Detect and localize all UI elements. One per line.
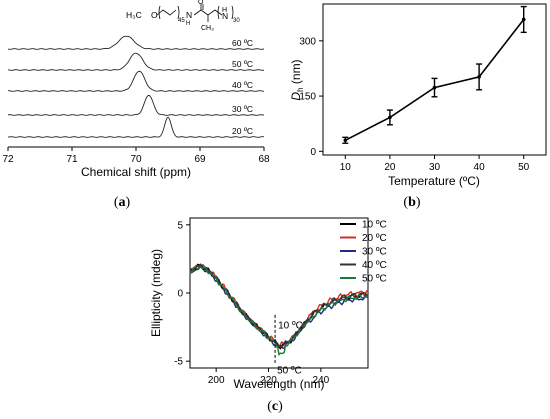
cd-legend-label-40-c: 40 ºC — [362, 260, 387, 271]
dh-x-tick-label-10: 10 — [340, 162, 352, 173]
nmr-trace-60-c — [7, 35, 265, 50]
structure-h3c: H₃C — [126, 10, 142, 20]
panel-a-label: (a) — [114, 195, 131, 210]
cd-y-label: Ellipticity (mdeg) — [149, 249, 163, 337]
dh-ticks: 10 20 30 40 50 0 150 300 — [299, 36, 529, 173]
cd-legend-label-30-c: 30 ºC — [362, 247, 387, 258]
dh-point-40 — [477, 75, 481, 79]
dh-point-10 — [343, 138, 348, 143]
nmr-trace-label-20-c: 20 ºC — [232, 126, 253, 136]
nmr-trace-40-c — [7, 70, 265, 92]
structure-n30: 30 — [233, 18, 240, 24]
dh-x-tick-label-50: 50 — [518, 162, 530, 173]
structure-n-atom1: N — [186, 10, 192, 20]
nmr-trace-30-c — [7, 94, 265, 116]
cd-y-tick-label--5: -5 — [174, 357, 183, 368]
panel-b-label: (b) — [403, 195, 420, 210]
nmr-x-tick-label-70: 70 — [130, 154, 142, 165]
structure-h1: H — [186, 21, 190, 27]
chemical-structure: H₃C O 45 N H O CH₃ H N 30 — [126, 0, 240, 32]
nmr-x-label: Chemical shift (ppm) — [81, 165, 191, 179]
structure-n-atom2: N — [222, 11, 228, 21]
dh-x-tick-label-20: 20 — [384, 162, 396, 173]
cd-legend-label-50-c: 50 ºC — [362, 274, 387, 285]
nmr-x-tick-label-68: 68 — [258, 154, 270, 165]
cd-y-tick-label-0: 0 — [177, 289, 183, 300]
structure-n45: 45 — [178, 18, 185, 24]
nmr-trace-20-c — [7, 116, 265, 138]
cd-x-tick-label-220: 220 — [260, 375, 277, 386]
nmr-x-tick-label-71: 71 — [66, 154, 78, 165]
cd-curve-50-c — [189, 265, 369, 357]
dh-y-tick-label-0: 0 — [310, 147, 316, 158]
nmr-trace-50-c — [7, 52, 265, 71]
panel-b: 10 20 30 40 50 0 150 300 Dh (nm) Temperature (º… — [289, 3, 547, 210]
nmr-x-ticks: 72 71 70 69 68 — [2, 147, 270, 165]
structure-h2: H — [222, 7, 227, 14]
structure-oxygen2: O — [198, 0, 204, 6]
cd-ticks: 200 220 240 -5 0 5 — [174, 220, 330, 386]
cd-annotations: 10 ºC 50 ºC — [274, 314, 303, 376]
cd-curve-40-c — [189, 263, 369, 348]
cd-curves — [189, 263, 369, 357]
structure-ch3: CH₃ — [201, 25, 214, 32]
nmr-traces: 20 ºC 30 ºC 40 ºC 50 ºC 60 ºC — [7, 35, 265, 138]
dh-point-20 — [388, 115, 392, 120]
cd-x-tick-label-240: 240 — [313, 375, 330, 386]
cd-legend-label-20-c: 20 ºC — [362, 233, 387, 244]
dh-x-tick-label-40: 40 — [474, 162, 486, 173]
dh-marks — [342, 5, 527, 144]
panel-c: 200 220 240 -5 0 5 10 ºC 50 ºC 10 ºC 20 ºC 30 ºC… — [149, 217, 387, 414]
dh-x-label: Temperature (ºC) — [388, 174, 480, 188]
dh-x-tick-label-30: 30 — [429, 162, 441, 173]
cd-legend-label-10-c: 10 ºC — [362, 220, 387, 231]
nmr-trace-label-50-c: 50 ºC — [232, 59, 253, 69]
cd-y-tick-label-5: 5 — [177, 220, 183, 231]
cd-x-label: Wavelength (nm) — [234, 377, 325, 391]
nmr-x-tick-label-69: 69 — [194, 154, 206, 165]
dh-point-30 — [432, 85, 437, 90]
cd-annotation-bottom: 50 ºC — [277, 365, 302, 376]
nmr-trace-label-30-c: 30 ºC — [232, 104, 253, 114]
structure-oxygen: O — [151, 10, 158, 20]
dh-y-tick-label-300: 300 — [299, 36, 316, 47]
dh-point-50 — [521, 17, 526, 22]
dh-y-tick-label-150: 150 — [299, 92, 316, 103]
nmr-trace-label-40-c: 40 ºC — [232, 80, 253, 90]
panel-c-label: (c) — [267, 399, 283, 414]
nmr-x-tick-label-72: 72 — [2, 154, 14, 165]
panel-a: 20 ºC 30 ºC 40 ºC 50 ºC 60 ºC 72 71 70 69 68 Che… — [2, 0, 270, 210]
cd-legend: 10 ºC 20 ºC 30 ºC 40 ºC 50 ºC — [340, 220, 387, 285]
cd-annotation-top: 10 ºC — [278, 320, 303, 331]
cd-x-tick-label-200: 200 — [208, 375, 225, 386]
nmr-trace-label-60-c: 60 ºC — [232, 38, 253, 48]
dh-y-label: Dh (nm) — [289, 59, 305, 100]
